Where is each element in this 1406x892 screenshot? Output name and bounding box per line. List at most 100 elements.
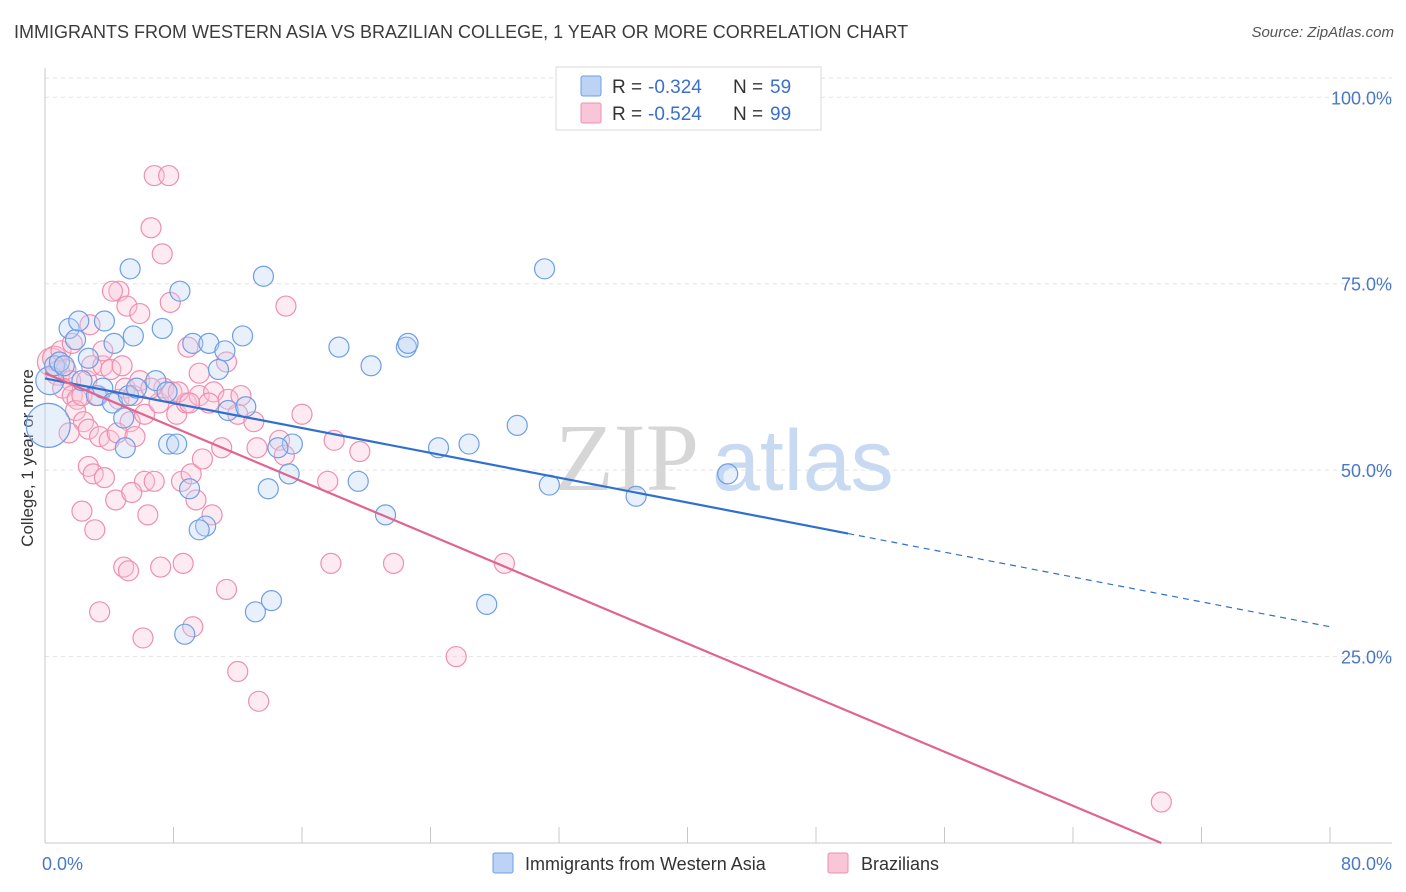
western-asia-point-8 [77,347,99,369]
brazilians-point-85 [158,164,180,187]
brazilians-point-94 [167,381,189,403]
western-asia-point-43 [506,414,528,436]
western-asia-point-57 [156,381,178,403]
brazilians-point-42 [191,448,214,470]
axes [44,68,1392,844]
brazilians-point-58 [185,489,207,511]
western-asia-point-58 [113,407,135,429]
western-asia-point-49 [158,433,180,455]
western-asia-point-37 [374,504,397,526]
brazilians-point-48 [291,403,313,425]
bottom-legend: Immigrants from Western Asia Brazilians [492,852,939,874]
series-brazilians [36,164,1172,813]
western-asia-point-31 [267,437,289,459]
brazilians-point-74 [445,645,467,668]
brazilians-point-66 [215,578,238,601]
brazilians-point-81 [129,302,151,325]
legend-swatch-pink [580,102,602,124]
brazilians-point-31 [230,384,252,407]
brazilians-point-53 [82,463,104,485]
western-asia-point-29 [252,265,275,287]
western-asia-point-20 [151,317,173,340]
western-asia-point-50 [166,433,188,455]
brazilians-point-63 [117,560,140,582]
western-asia-point-55 [244,601,267,623]
brazilians-point-82 [140,217,162,239]
western-asia-point-47 [717,463,739,485]
brazilians-point-54 [93,467,116,489]
bottom-legend-swatch-pink [827,852,849,874]
source-credit: Source: ZipAtlas.com [1251,24,1394,41]
bottom-legend-label-western-asia: Immigrants from Western Asia [525,854,767,874]
brazilians-point-64 [150,556,172,578]
brazilians-point-80 [116,295,138,317]
brazilians-point-33 [77,418,99,440]
western-asia-point-16 [145,370,167,392]
western-asia-point-22 [182,332,204,354]
brazilians-point-71 [248,690,270,712]
western-asia-point-53 [188,519,210,541]
western-asia-point-23 [207,358,230,381]
western-asia-point-6 [64,329,87,351]
legend-n-value-2: 99 [770,104,791,125]
brazilians-point-65 [172,552,194,574]
trend-line-western-asia [44,377,849,535]
brazilians-point-59 [201,504,223,526]
brazilians-point-51 [349,440,371,463]
brazilians-point-57 [137,504,159,526]
brazilians-point-67 [89,601,111,623]
western-asia-point-41 [458,433,480,455]
western-asia-point-14 [122,325,144,347]
western-asia-point-42 [476,593,498,615]
x-tick-label-1: 80.0% [1341,854,1392,874]
y-tick-label-0: 25.0% [1341,648,1392,668]
trend-line-western-asia-extension [848,532,1331,628]
legend-r-value-2: -0.524 [648,104,702,125]
brazilians-point-72 [320,552,342,574]
brazilians-point-60 [71,500,93,522]
brazilians-point-90 [215,351,238,373]
x-tick-label-0: 0.0% [42,854,83,874]
brazilians-point-91 [275,295,297,317]
western-asia-point-48 [114,437,136,459]
brazilians-point-68 [132,627,154,649]
western-asia-point-21 [169,280,191,302]
gridlines [45,77,1392,658]
trend-lines [44,372,1331,845]
trend-line-brazilians [44,372,1162,845]
western-asia-point-18 [103,332,125,354]
western-asia-point-54 [174,623,196,645]
western-asia-point-35 [347,470,369,492]
western-asia-point-51 [178,478,201,500]
western-asia-point-33 [257,478,279,500]
watermark: ZIP atlas [555,404,894,511]
y-tick-labels: 25.0% 50.0% 75.0% 100.0% [1331,88,1392,667]
legend-n-label-1: N = [733,77,763,98]
brazilians-point-56 [121,481,143,504]
y-tick-label-2: 75.0% [1341,275,1392,295]
brazilians-point-95 [178,392,201,414]
western-asia-point-52 [195,515,217,537]
legend-r-label-2: R = [612,104,642,125]
western-asia-point-1 [25,402,71,448]
western-asia-point-34 [328,336,350,358]
western-asia-point-25 [214,340,236,362]
brazilians-point-96 [111,355,133,377]
western-asia-point-19 [119,258,141,280]
watermark-atlas: atlas [712,413,894,509]
western-asia-point-36 [360,355,382,377]
brazilians-point-70 [227,660,249,683]
chart-title: IMMIGRANTS FROM WESTERN ASIA VS BRAZILIA… [14,22,909,42]
brazilians-point-83 [151,243,173,265]
y-tick-label-1: 50.0% [1341,461,1392,481]
western-asia-point-7 [68,310,90,332]
western-asia-point-44 [533,258,556,280]
brazilians-point-16 [100,358,122,381]
western-asia-point-15 [125,377,148,399]
brazilians-point-61 [84,519,106,541]
western-asia-point-17 [93,310,116,332]
x-tick-labels: 0.0% 80.0% [42,854,1392,874]
legend-swatch-blue [580,75,602,97]
western-asia-point-28 [235,396,257,418]
